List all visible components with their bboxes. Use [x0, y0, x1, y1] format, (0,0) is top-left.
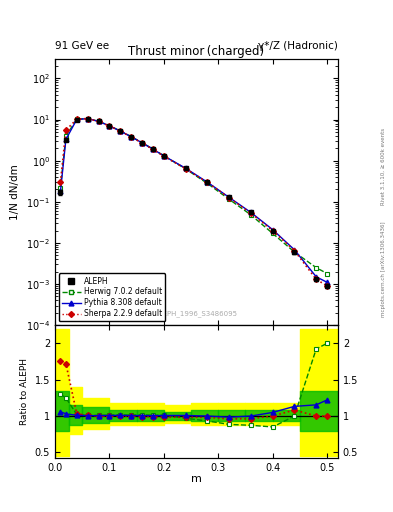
Y-axis label: 1/N dN/dm: 1/N dN/dm [10, 164, 20, 220]
Text: mcplots.cern.ch [arXiv:1306.3436]: mcplots.cern.ch [arXiv:1306.3436] [381, 222, 386, 317]
Y-axis label: Ratio to ALEPH: Ratio to ALEPH [20, 358, 29, 425]
Text: Rivet 3.1.10, ≥ 600k events: Rivet 3.1.10, ≥ 600k events [381, 127, 386, 205]
Text: γ*/Z (Hadronic): γ*/Z (Hadronic) [258, 41, 338, 51]
Title: Thrust minor (charged): Thrust minor (charged) [129, 45, 264, 58]
Text: ALEPH_1996_S3486095: ALEPH_1996_S3486095 [155, 310, 238, 317]
Legend: ALEPH, Herwig 7.0.2 default, Pythia 8.308 default, Sherpa 2.2.9 default: ALEPH, Herwig 7.0.2 default, Pythia 8.30… [59, 273, 165, 322]
X-axis label: m: m [191, 475, 202, 484]
Text: 91 GeV ee: 91 GeV ee [55, 41, 109, 51]
